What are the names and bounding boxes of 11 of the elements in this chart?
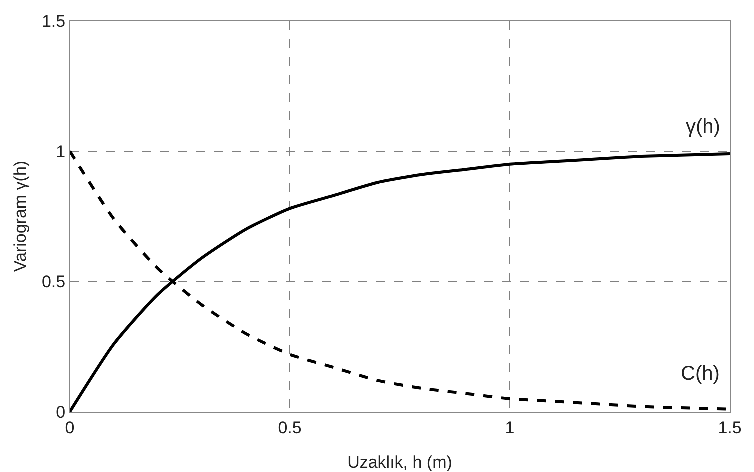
y-tick-label: 1 xyxy=(56,142,66,162)
y-axis-title: Variogram γ(h) xyxy=(11,160,30,272)
y-tick-label: 1.5 xyxy=(42,12,66,31)
x-tick-label: 1 xyxy=(505,418,515,438)
x-tick-label: 1.5 xyxy=(718,418,742,438)
series-label: C(h) xyxy=(681,363,720,385)
x-tick-label: 0.5 xyxy=(278,418,302,438)
series-label: γ(h) xyxy=(686,116,720,138)
y-tick-label: 0.5 xyxy=(42,272,66,292)
x-axis-title: Uzaklık, h (m) xyxy=(348,453,452,472)
y-tick-label: 0 xyxy=(56,402,66,422)
